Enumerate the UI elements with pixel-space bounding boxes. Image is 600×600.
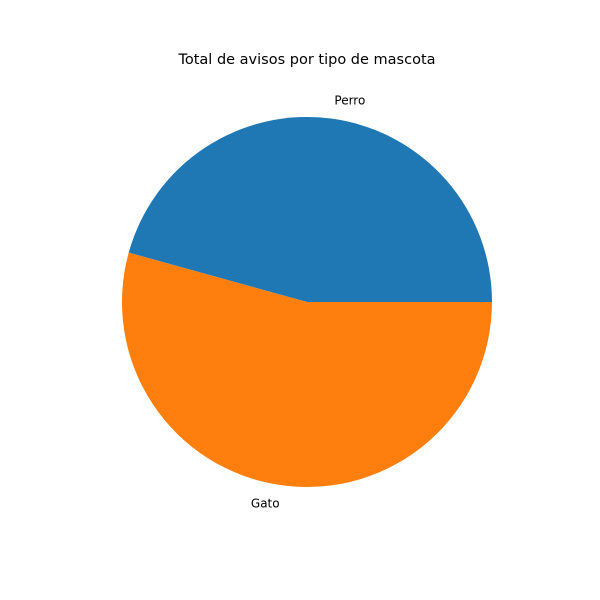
pie-label-gato: Gato [251,497,280,511]
pie-slice-gato [122,252,493,487]
pie-labels: Perro Gato [251,93,365,510]
pie-label-perro: Perro [334,93,365,107]
pie-slice-perro [128,116,492,302]
pie-slices [122,116,493,487]
chart-title: Total de avisos por tipo de mascota [177,52,435,68]
